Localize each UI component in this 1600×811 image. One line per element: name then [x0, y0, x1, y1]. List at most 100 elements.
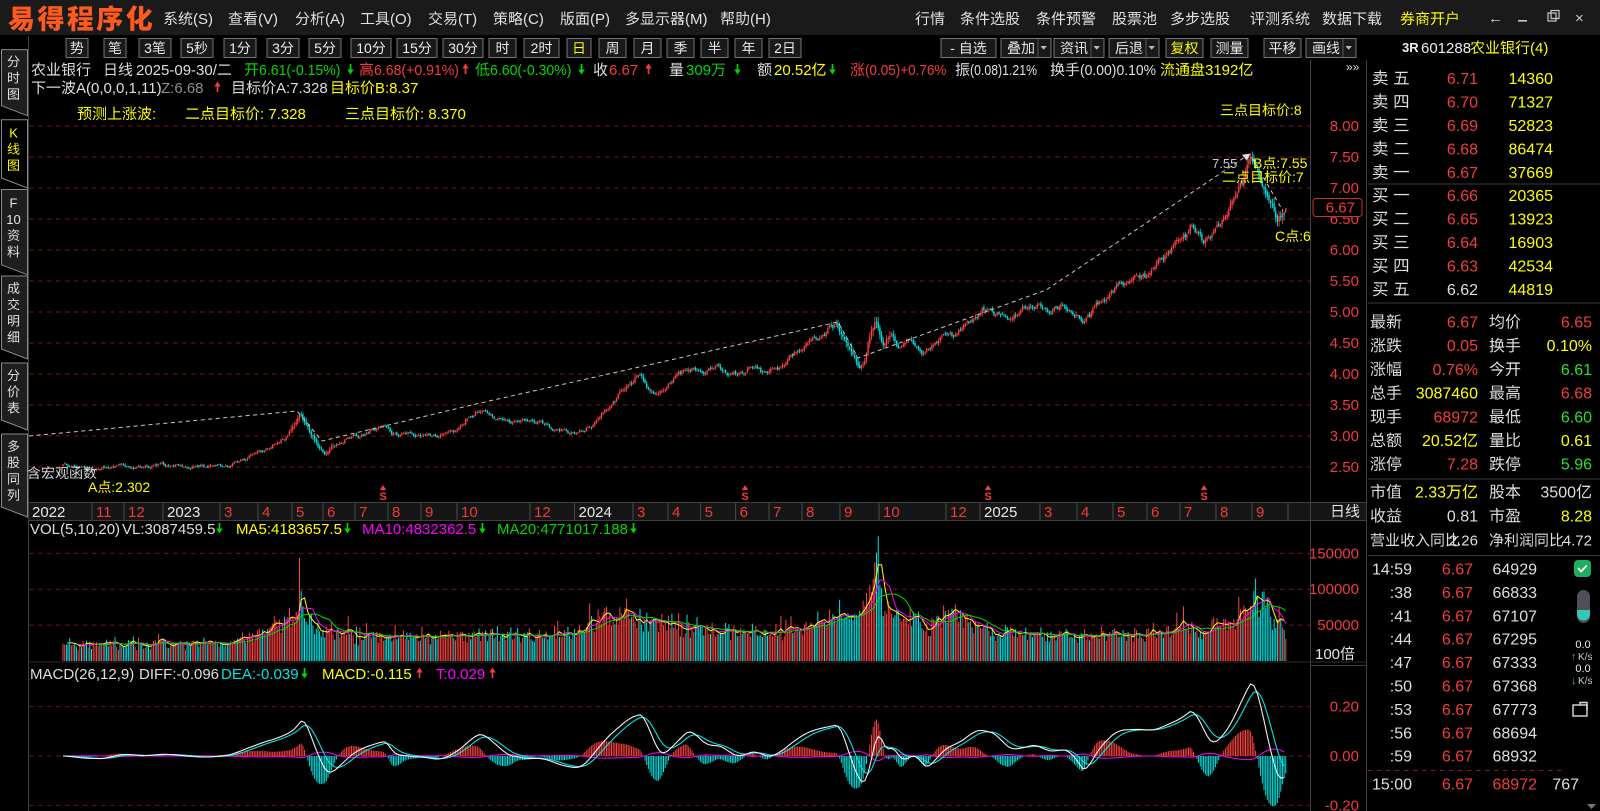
svg-text:B:8.37: B:8.37 — [375, 80, 418, 97]
svg-text:×: × — [1575, 10, 1584, 27]
svg-text:6.67: 6.67 — [1447, 165, 1478, 182]
svg-text:67295: 67295 — [1493, 632, 1538, 649]
svg-text:(O): (O) — [390, 11, 412, 28]
svg-text:12: 12 — [534, 504, 551, 521]
svg-text:(4): (4) — [1530, 40, 1548, 57]
svg-text:3500: 3500 — [1540, 485, 1576, 502]
svg-text:13923: 13923 — [1509, 212, 1554, 229]
svg-text:2: 2 — [531, 40, 539, 56]
svg-text:4: 4 — [1081, 504, 1089, 521]
svg-text:100: 100 — [1315, 646, 1340, 663]
svg-text:2022: 2022 — [32, 504, 65, 521]
svg-text:3: 3 — [144, 40, 152, 56]
svg-text:8: 8 — [392, 504, 400, 521]
svg-text::41: :41 — [1390, 608, 1412, 625]
svg-text:71327: 71327 — [1509, 95, 1554, 112]
svg-text:DIFF:-0.096: DIFF:-0.096 — [139, 666, 219, 683]
svg-text:(C): (C) — [523, 11, 544, 28]
svg-text:(A): (A) — [325, 11, 345, 28]
svg-text:10: 10 — [356, 40, 372, 56]
svg-text:2023: 2023 — [167, 504, 200, 521]
svg-text:20.52: 20.52 — [1422, 433, 1462, 450]
svg-text:T:0.029: T:0.029 — [436, 666, 485, 683]
svg-text:S: S — [379, 491, 386, 503]
svg-text::59: :59 — [1390, 749, 1412, 766]
svg-text:7: 7 — [773, 504, 781, 521]
svg-text:6.64: 6.64 — [1447, 235, 1478, 252]
svg-text:0.00: 0.00 — [1330, 748, 1359, 765]
svg-text:4.50: 4.50 — [1330, 335, 1359, 352]
svg-text:86474: 86474 — [1509, 142, 1554, 159]
svg-text:6: 6 — [327, 504, 335, 521]
svg-text::: : — [152, 106, 156, 123]
svg-text:: 7.328: : 7.328 — [260, 106, 306, 123]
svg-text:44819: 44819 — [1509, 282, 1554, 299]
svg-text::7.55: :7.55 — [1276, 155, 1307, 171]
svg-text:3: 3 — [224, 504, 232, 521]
svg-text:0.76%: 0.76% — [1433, 362, 1478, 379]
svg-text:8.28: 8.28 — [1561, 509, 1592, 526]
svg-text:4: 4 — [262, 504, 270, 521]
svg-text:4.00: 4.00 — [1330, 366, 1359, 383]
svg-text:»»: »» — [1346, 60, 1360, 74]
svg-text:: 8.370: : 8.370 — [420, 106, 466, 123]
svg-text:100000: 100000 — [1309, 581, 1359, 598]
svg-text:52823: 52823 — [1509, 118, 1554, 135]
svg-text::6: :6 — [1299, 228, 1311, 244]
svg-text:3R: 3R — [1402, 40, 1419, 55]
svg-text:6.60(-0.30%): 6.60(-0.30%) — [490, 62, 572, 79]
svg-text:50000: 50000 — [1317, 617, 1359, 634]
svg-text:6.61(-0.15%): 6.61(-0.15%) — [259, 62, 341, 79]
svg-text:DEA:-0.039: DEA:-0.039 — [221, 666, 299, 683]
svg-text:-0.20: -0.20 — [1325, 797, 1359, 811]
svg-text:K: K — [9, 125, 18, 140]
svg-text:67368: 67368 — [1493, 679, 1538, 696]
svg-text:10: 10 — [461, 504, 478, 521]
svg-text:6: 6 — [740, 504, 748, 521]
svg-text:6.62: 6.62 — [1447, 282, 1478, 299]
svg-text:5: 5 — [296, 504, 304, 521]
svg-text:0.61: 0.61 — [1561, 433, 1592, 450]
svg-text:6.67: 6.67 — [1442, 585, 1473, 602]
svg-text:3: 3 — [637, 504, 645, 521]
svg-text:1: 1 — [229, 40, 237, 56]
svg-text:10: 10 — [6, 212, 20, 227]
svg-text:7: 7 — [1184, 504, 1192, 521]
svg-text:6.67: 6.67 — [1447, 315, 1478, 332]
svg-text:5: 5 — [314, 40, 322, 56]
svg-text:68694: 68694 — [1493, 725, 1538, 742]
svg-text:67107: 67107 — [1493, 608, 1538, 625]
svg-text:309: 309 — [686, 62, 711, 79]
svg-text:6.70: 6.70 — [1447, 95, 1478, 112]
svg-text:A:7.328: A:7.328 — [276, 80, 328, 97]
svg-text:8: 8 — [806, 504, 814, 521]
svg-text:4: 4 — [672, 504, 680, 521]
svg-text:0.0: 0.0 — [1575, 663, 1590, 675]
svg-text:(0.08)1.21%: (0.08)1.21% — [970, 62, 1037, 79]
svg-text:2.50: 2.50 — [1330, 459, 1359, 476]
svg-text:9: 9 — [844, 504, 852, 521]
svg-text::56: :56 — [1390, 725, 1412, 742]
svg-text::38: :38 — [1390, 585, 1412, 602]
svg-text:67333: 67333 — [1493, 655, 1538, 672]
svg-text:14:59: 14:59 — [1372, 562, 1412, 579]
svg-text:5.96: 5.96 — [1561, 457, 1592, 474]
svg-text:(0.00)0.10%: (0.00)0.10% — [1080, 62, 1156, 79]
svg-text:6.71: 6.71 — [1447, 71, 1478, 88]
svg-text:S: S — [984, 491, 991, 503]
svg-text:30: 30 — [448, 40, 464, 56]
svg-text:6.65: 6.65 — [1447, 212, 1478, 229]
svg-text:(0.05)+0.76%: (0.05)+0.76% — [865, 62, 946, 79]
svg-text:10: 10 — [883, 504, 900, 521]
svg-text:11: 11 — [96, 504, 112, 521]
svg-text:K/s: K/s — [1578, 676, 1592, 687]
svg-text:6.67: 6.67 — [1442, 702, 1473, 719]
svg-text:S: S — [741, 491, 748, 503]
svg-text:6.67: 6.67 — [1442, 562, 1473, 579]
svg-text:6.67: 6.67 — [1442, 777, 1473, 794]
svg-text:0.20: 0.20 — [1330, 699, 1359, 716]
svg-text:5: 5 — [186, 40, 194, 56]
svg-text:6.66: 6.66 — [1447, 188, 1478, 205]
svg-text:14360: 14360 — [1509, 71, 1554, 88]
svg-text:S: S — [1200, 491, 1207, 503]
